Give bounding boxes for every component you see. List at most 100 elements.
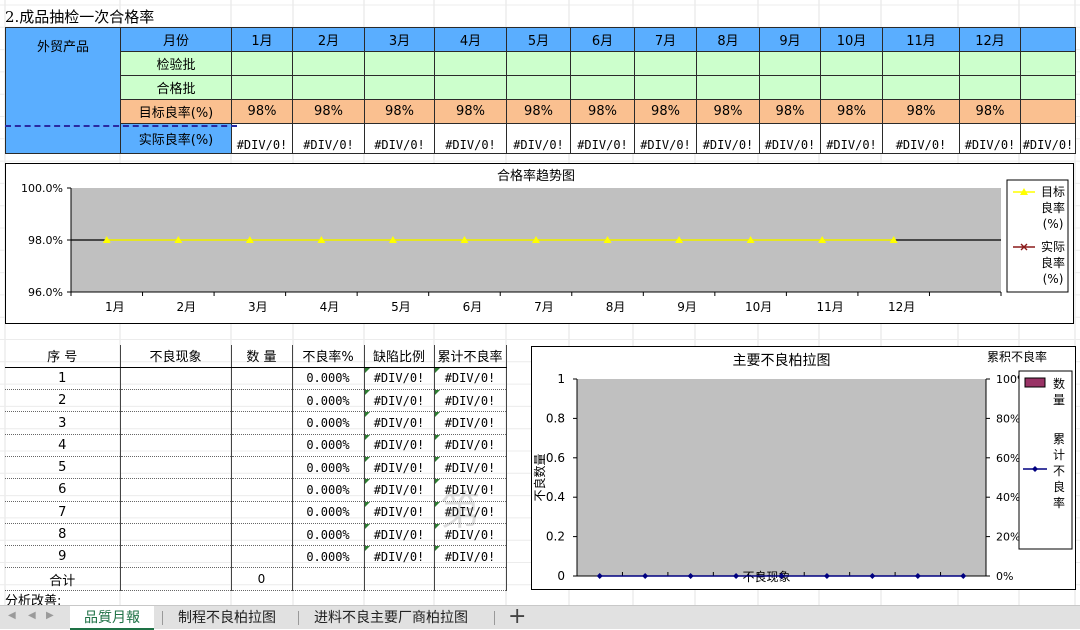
defect-cell[interactable]: #DIV/0! xyxy=(434,367,507,391)
value-cell[interactable]: #DIV/0! xyxy=(1020,123,1076,154)
month-header-cell[interactable]: 8月 xyxy=(696,27,760,52)
month-header-cell[interactable]: 5月 xyxy=(506,27,571,52)
value-cell[interactable]: #DIV/0! xyxy=(434,123,507,154)
defect-header-cell[interactable]: 序 号 xyxy=(5,345,121,368)
value-cell[interactable]: #DIV/0! xyxy=(292,123,365,154)
defect-cell[interactable] xyxy=(120,456,232,480)
defect-cell[interactable] xyxy=(231,434,293,457)
defect-cell[interactable] xyxy=(120,434,232,457)
defect-cell[interactable] xyxy=(231,411,293,435)
value-cell[interactable]: 98% xyxy=(231,99,293,124)
total-label[interactable]: 合计 xyxy=(5,567,121,591)
defect-cell[interactable]: #DIV/0! xyxy=(364,456,435,480)
defect-header-cell[interactable]: 累计不良率 xyxy=(434,345,507,368)
defect-header-cell[interactable]: 缺陷比例 xyxy=(364,345,435,368)
total-cell[interactable] xyxy=(364,567,435,591)
defect-cell[interactable] xyxy=(231,478,293,502)
value-cell[interactable] xyxy=(1020,51,1076,76)
defect-cell[interactable] xyxy=(120,478,232,502)
product-cell[interactable]: 外贸产品 xyxy=(5,27,121,154)
defect-cell[interactable]: #DIV/0! xyxy=(364,434,435,457)
defect-cell[interactable]: 3 xyxy=(5,411,121,435)
row-label-cell[interactable]: 目标良率(%) xyxy=(120,99,232,124)
defect-cell[interactable]: #DIV/0! xyxy=(364,478,435,502)
value-cell[interactable]: #DIV/0! xyxy=(959,123,1021,154)
value-cell[interactable] xyxy=(506,75,571,100)
month-header-cell[interactable]: 6月 xyxy=(570,27,635,52)
trend-chart[interactable]: 合格率趋势图 100.0% 98.0% 96.0% 1月 2月 3月 4月 5月 6月 7月 8月 9月… xyxy=(5,163,1074,324)
value-cell[interactable] xyxy=(231,51,293,76)
defect-cell[interactable]: 0.000% xyxy=(292,389,365,413)
defect-header-cell[interactable]: 数 量 xyxy=(231,345,293,368)
scroll-next-icon[interactable]: ▶ xyxy=(46,610,54,621)
defect-cell[interactable] xyxy=(231,456,293,480)
defect-cell[interactable]: 7 xyxy=(5,501,121,524)
defect-cell[interactable]: #DIV/0! xyxy=(434,456,507,480)
value-cell[interactable]: 98% xyxy=(820,99,883,124)
defect-cell[interactable]: 0.000% xyxy=(292,545,365,569)
defect-cell[interactable]: 6 xyxy=(5,478,121,502)
value-cell[interactable]: #DIV/0! xyxy=(820,123,883,154)
defect-cell[interactable]: 0.000% xyxy=(292,456,365,480)
defect-cell[interactable] xyxy=(120,545,232,569)
defect-cell[interactable]: #DIV/0! xyxy=(364,411,435,435)
tab-quality-monthly-report[interactable]: 品質月報 xyxy=(70,606,154,630)
defect-cell[interactable]: #DIV/0! xyxy=(364,523,435,547)
defect-cell[interactable]: 9 xyxy=(5,545,121,569)
pareto-chart[interactable]: 主要不良柏拉图 累积不良率 1 0.8 0.6 0.4 0.2 0 100% 80% 60% 40% 2… xyxy=(531,346,1076,590)
defect-cell[interactable]: #DIV/0! xyxy=(434,478,507,502)
defect-cell[interactable] xyxy=(231,389,293,413)
value-cell[interactable] xyxy=(1020,99,1076,124)
defect-cell[interactable]: 5 xyxy=(5,456,121,480)
value-cell[interactable] xyxy=(759,75,821,100)
scroll-prev-icon[interactable]: ◀ xyxy=(28,610,36,621)
total-cell[interactable] xyxy=(120,567,232,591)
defect-cell[interactable] xyxy=(120,367,232,391)
value-cell[interactable] xyxy=(364,75,435,100)
defect-cell[interactable]: 0.000% xyxy=(292,523,365,547)
value-cell[interactable]: 98% xyxy=(882,99,960,124)
defect-cell[interactable]: #DIV/0! xyxy=(434,523,507,547)
month-header-cell[interactable]: 2月 xyxy=(292,27,365,52)
value-cell[interactable]: 98% xyxy=(364,99,435,124)
value-cell[interactable]: #DIV/0! xyxy=(882,123,960,154)
value-cell[interactable] xyxy=(759,51,821,76)
total-cell[interactable] xyxy=(292,567,365,591)
defect-cell[interactable]: 0.000% xyxy=(292,367,365,391)
value-cell[interactable] xyxy=(231,75,293,100)
defect-cell[interactable]: #DIV/0! xyxy=(434,411,507,435)
value-cell[interactable] xyxy=(1020,75,1076,100)
value-cell[interactable] xyxy=(364,51,435,76)
value-cell[interactable]: #DIV/0! xyxy=(634,123,697,154)
defect-cell[interactable]: #DIV/0! xyxy=(364,367,435,391)
value-cell[interactable] xyxy=(292,75,365,100)
total-cell[interactable] xyxy=(434,567,507,591)
defect-cell[interactable] xyxy=(120,501,232,524)
value-cell[interactable]: 98% xyxy=(570,99,635,124)
value-cell[interactable] xyxy=(820,51,883,76)
value-cell[interactable] xyxy=(696,75,760,100)
defect-cell[interactable]: #DIV/0! xyxy=(364,389,435,413)
value-cell[interactable]: 98% xyxy=(634,99,697,124)
value-cell[interactable] xyxy=(434,51,507,76)
defect-cell[interactable] xyxy=(120,411,232,435)
value-cell[interactable] xyxy=(959,51,1021,76)
month-header-cell[interactable]: 10月 xyxy=(820,27,883,52)
value-cell[interactable] xyxy=(434,75,507,100)
month-header-cell[interactable]: 12月 xyxy=(959,27,1021,52)
defect-cell[interactable]: 8 xyxy=(5,523,121,547)
value-cell[interactable]: 98% xyxy=(506,99,571,124)
tab-process-defect-pareto[interactable]: 制程不良柏拉图 xyxy=(178,610,276,626)
add-sheet-button[interactable]: + xyxy=(508,604,527,629)
value-cell[interactable]: #DIV/0! xyxy=(506,123,571,154)
value-cell[interactable]: 98% xyxy=(759,99,821,124)
month-header-cell[interactable]: 4月 xyxy=(434,27,507,52)
value-cell[interactable]: 98% xyxy=(696,99,760,124)
value-cell[interactable]: 98% xyxy=(959,99,1021,124)
defect-cell[interactable]: 4 xyxy=(5,434,121,457)
defect-cell[interactable]: #DIV/0! xyxy=(434,434,507,457)
value-cell[interactable] xyxy=(959,75,1021,100)
value-cell[interactable]: 98% xyxy=(292,99,365,124)
defect-cell[interactable] xyxy=(120,523,232,547)
value-cell[interactable]: #DIV/0! xyxy=(364,123,435,154)
